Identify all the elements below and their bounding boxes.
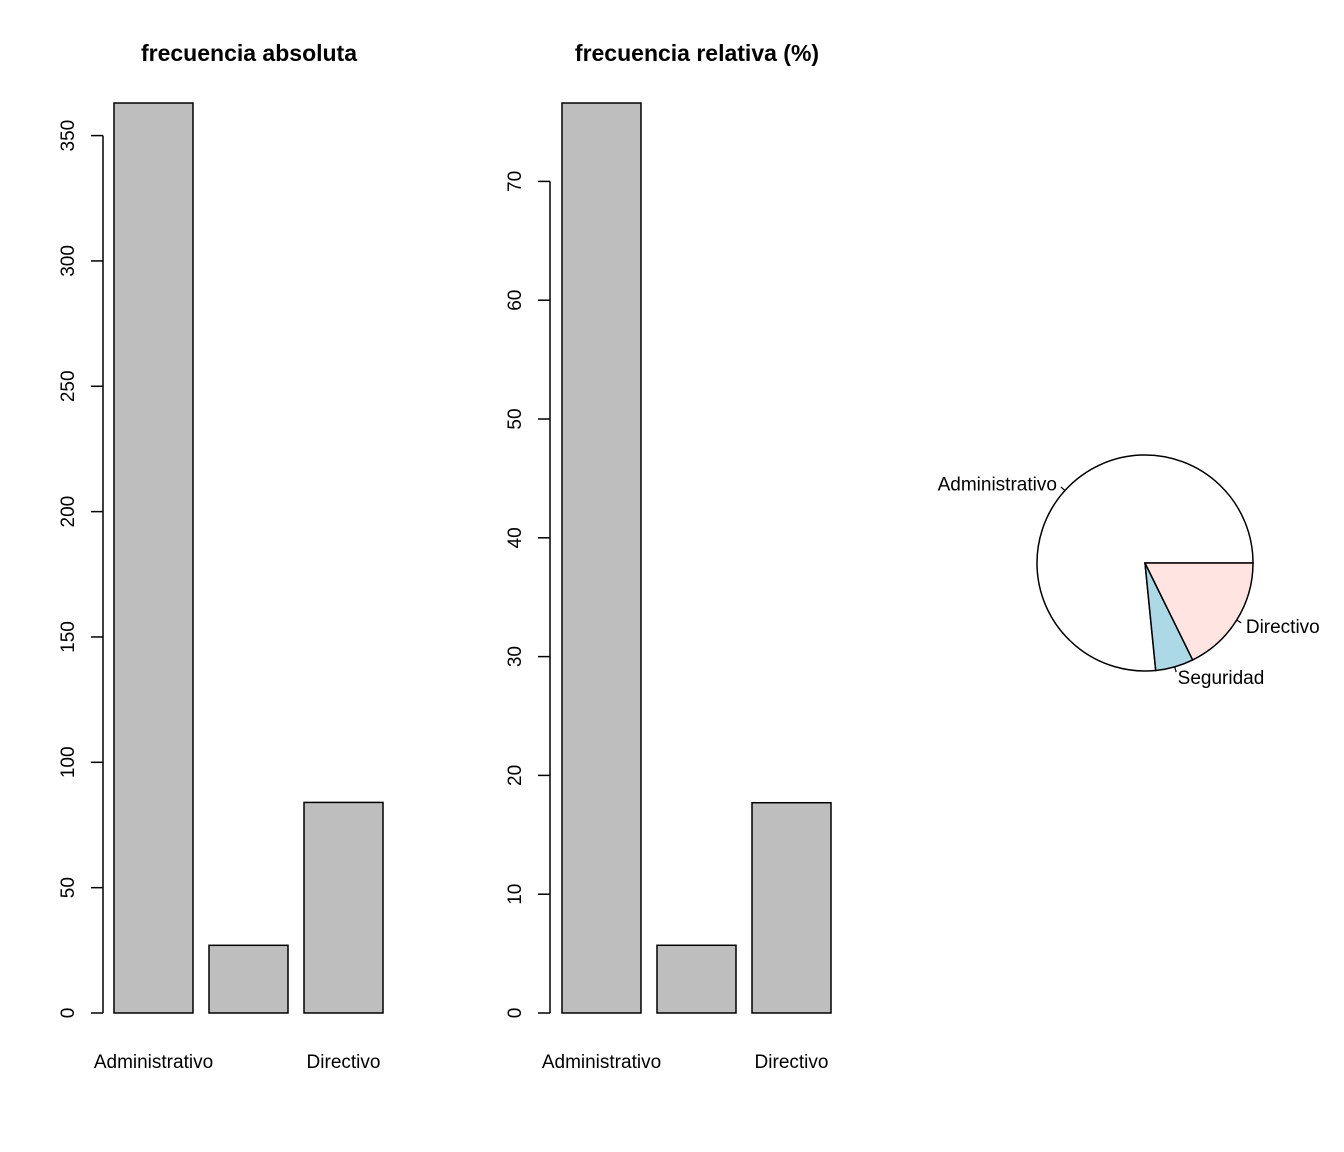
x-tick-label: Directivo (307, 1052, 381, 1073)
bar-directivo (751, 801, 832, 1014)
y-tick-label: 150 (58, 621, 79, 653)
bar-administrativo (113, 102, 194, 1014)
y-tick-label: 100 (58, 746, 79, 778)
pie-label-tick (1236, 619, 1242, 624)
bar-administrativo (561, 102, 642, 1014)
bar-chart-absolute: frecuencia absoluta 0 50 100 150 200 250 300 35… (58, 40, 384, 1073)
pie-label: Seguridad (1178, 668, 1265, 689)
pie-labels: Administrativo Seguridad Directivo (938, 474, 1320, 689)
y-tick-label: 30 (505, 646, 526, 667)
pie-label-tick (1060, 486, 1066, 491)
bars (113, 102, 384, 1014)
x-axis-labels: Administrativo Directivo (94, 1052, 381, 1073)
x-tick-label: Directivo (755, 1052, 829, 1073)
y-tick-label: 50 (505, 408, 526, 429)
x-tick-label: Administrativo (94, 1052, 213, 1073)
pie-label: Administrativo (938, 474, 1057, 495)
chart-title: frecuencia absoluta (141, 40, 357, 66)
bar-chart-relative: frecuencia relativa (%) 010203040506070 … (505, 40, 832, 1073)
y-tick-label: 60 (505, 290, 526, 311)
y-tick-label: 40 (505, 527, 526, 548)
y-tick-label: 300 (58, 245, 79, 277)
pie-slices (1036, 454, 1254, 672)
chart-title: frecuencia relativa (%) (575, 40, 819, 66)
y-tick-label: 0 (58, 1008, 79, 1019)
bar-directivo (303, 801, 384, 1014)
y-tick-label: 200 (58, 496, 79, 528)
y-tick-label: 350 (58, 120, 79, 152)
y-tick-label: 250 (58, 370, 79, 402)
y-axis: 0 10 20 30 40 50 60 70 (505, 171, 551, 1019)
x-axis-labels: Administrativo Directivo (542, 1052, 829, 1073)
y-tick-label: 20 (505, 765, 526, 786)
pie-label-tick (1174, 666, 1177, 673)
y-tick-label: 10 (505, 884, 526, 905)
y-axis: 0 50 100 150 200 250 300 350 (58, 120, 104, 1019)
bar-seguridad (208, 944, 289, 1014)
x-tick-label: Administrativo (542, 1052, 661, 1073)
y-tick-label: 0 (505, 1008, 526, 1019)
pie-label: Directivo (1246, 617, 1320, 638)
bar-seguridad (656, 944, 737, 1014)
y-tick-label: 70 (505, 171, 526, 192)
pie-chart: Administrativo Seguridad Directivo (938, 454, 1320, 689)
y-tick-label: 50 (58, 877, 79, 898)
bars (561, 102, 832, 1014)
